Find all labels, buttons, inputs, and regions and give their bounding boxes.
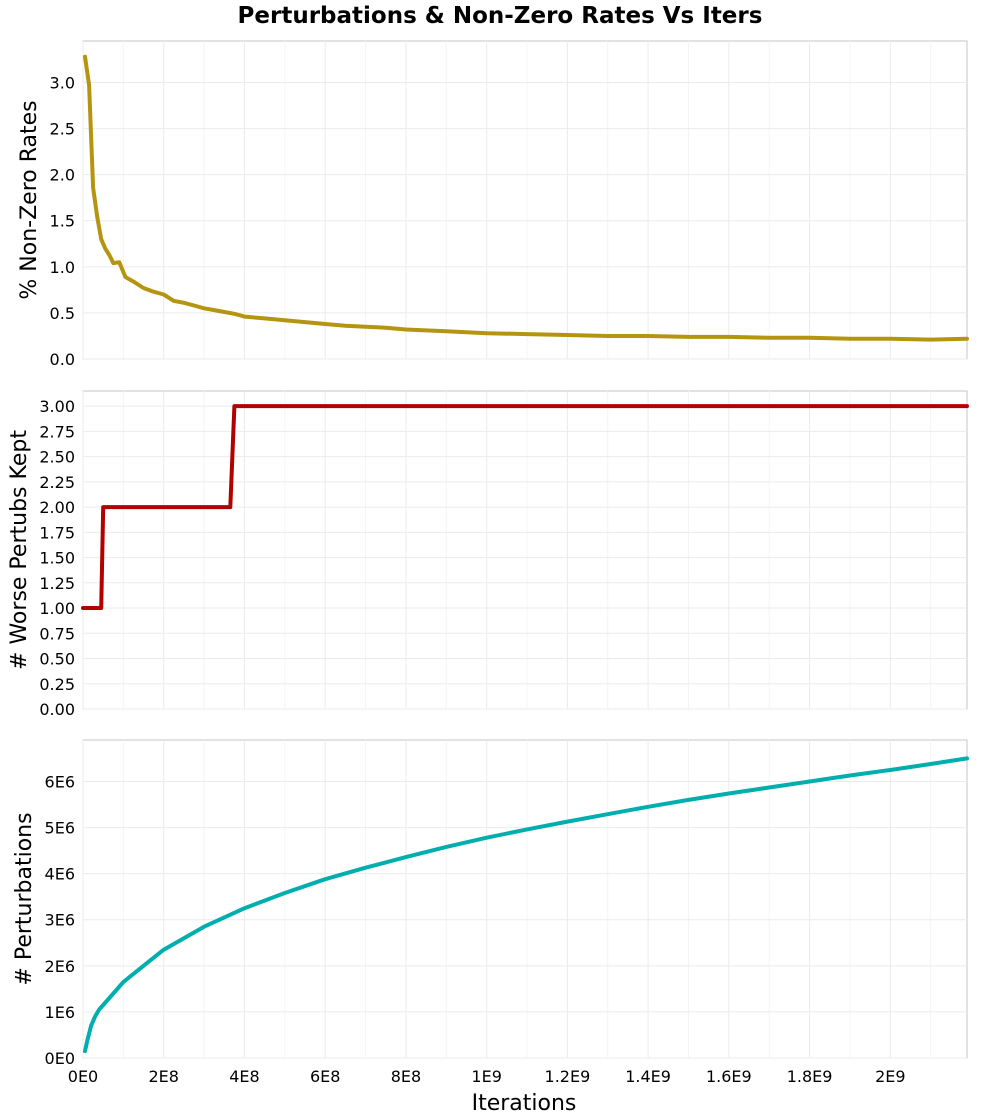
plot-frame — [82, 390, 968, 710]
y-tick-label: 6E6 — [45, 772, 75, 791]
y-tick-label: 0E0 — [45, 1049, 75, 1068]
x-tick-label: 2E8 — [148, 1067, 178, 1086]
x-tick-label: 0E0 — [68, 1067, 98, 1086]
y-tick-label: 1.50 — [39, 549, 75, 568]
worse-pertubs-panel: 0.00 0.25 0.50 0.75 1.00 1.25 1.50 1.75 2.00 2.25… — [39, 390, 969, 719]
y-tick-label: 0.0 — [50, 350, 75, 369]
y-tick-label: 2.75 — [39, 422, 75, 441]
figure-title: Perturbations & Non-Zero Rates Vs Iters — [238, 3, 763, 29]
x-tick-label: 2E9 — [875, 1067, 905, 1086]
perturbations-panel: 0E0 1E6 2E6 3E6 4E6 5E6 6E6 0E0 2E8 4E8 6E8 8E8 1E9 1… — [45, 739, 969, 1086]
x-tick-label: 1.2E9 — [545, 1067, 591, 1086]
y-tick-label: 1.0 — [50, 258, 75, 277]
y-tick-label: 2.50 — [39, 448, 75, 467]
series-line — [83, 756, 969, 1054]
x-tick-label: 1E9 — [471, 1067, 501, 1086]
y-tick-label: 0.25 — [39, 675, 75, 694]
y-tick-label: 2.00 — [39, 498, 75, 517]
xlabel-iterations: Iterations — [472, 1091, 577, 1116]
nonzero-rates-panel: 0.0 0.5 1.0 1.5 2.0 2.5 3.0 — [50, 40, 969, 369]
y-tick-label: 0.50 — [39, 650, 75, 669]
x-tick-label: 1.8E9 — [787, 1067, 833, 1086]
y-tick-label: 2.0 — [50, 166, 75, 185]
x-tick-label: 1.6E9 — [706, 1067, 752, 1086]
x-tick-label: 4E8 — [229, 1067, 259, 1086]
y-tick-label: 3E6 — [45, 911, 75, 930]
plot-frame — [82, 40, 968, 360]
y-tick-label: 2.5 — [50, 120, 75, 139]
x-tick-label: 8E8 — [391, 1067, 421, 1086]
ylabel-perturbations: # Perturbations — [12, 812, 37, 985]
x-tick-label: 6E8 — [310, 1067, 340, 1086]
plot-frame — [82, 739, 968, 1059]
series-line — [81, 404, 969, 610]
y-tick-label: 1.00 — [39, 599, 75, 618]
y-tick-label: 1E6 — [45, 1003, 75, 1022]
y-tick-label: 5E6 — [45, 819, 75, 838]
ylabel-worse-pertubs: # Worse Pertubs Kept — [7, 430, 32, 670]
y-tick-label: 0.5 — [50, 304, 75, 323]
y-tick-label: 1.75 — [39, 523, 75, 542]
ylabel-nonzero-rates: % Non-Zero Rates — [17, 100, 42, 299]
y-tick-label: 0.00 — [39, 700, 75, 719]
y-tick-label: 2E6 — [45, 957, 75, 976]
y-tick-label: 0.75 — [39, 624, 75, 643]
y-tick-label: 3.0 — [50, 73, 75, 92]
y-tick-label: 1.5 — [50, 212, 75, 231]
x-tick-label: 1.4E9 — [625, 1067, 671, 1086]
y-tick-label: 3.00 — [39, 397, 75, 416]
y-tick-label: 4E6 — [45, 865, 75, 884]
y-tick-label: 2.25 — [39, 473, 75, 492]
series-line — [83, 54, 969, 342]
y-tick-label: 1.25 — [39, 574, 75, 593]
